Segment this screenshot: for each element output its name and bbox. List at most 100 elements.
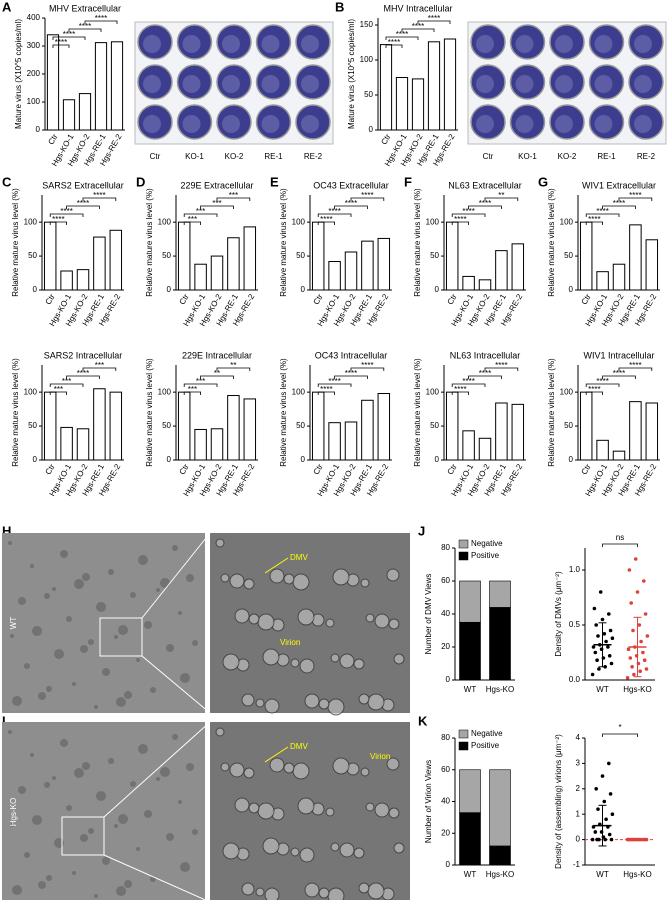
significance-bracket (602, 543, 638, 547)
plate-well-texture (261, 35, 280, 53)
y-axis-label: Relative mature virus level (%) (279, 358, 288, 467)
chart-title: WIV1 Extracellular (582, 180, 656, 190)
em-vesicle (234, 797, 250, 813)
em-texture (8, 541, 12, 545)
plate-well-texture (182, 35, 201, 53)
bar (328, 422, 341, 461)
stacked-bar-segment (459, 621, 481, 681)
em-vesicle (330, 842, 340, 852)
significance-label: **** (462, 207, 474, 216)
em-vesicle (360, 578, 370, 588)
em-texture (156, 777, 160, 781)
significance-bracket (334, 375, 368, 379)
significance-bracket (82, 367, 117, 371)
bar (379, 44, 393, 131)
bar (311, 391, 325, 461)
bar (311, 221, 325, 291)
plate-well-texture (261, 75, 280, 93)
em-vesicle (248, 802, 260, 814)
x-tick-label: Hgs-KO (623, 870, 651, 879)
em-texture (108, 569, 114, 575)
bar (227, 237, 240, 291)
significance-label: ** (230, 361, 236, 370)
y-tick-label: 0 (435, 285, 440, 294)
data-point (606, 645, 610, 649)
significance-label: **** (388, 38, 400, 47)
data-point (600, 774, 605, 778)
data-point (638, 669, 642, 673)
x-tick-label: WT (596, 870, 609, 879)
y-axis-label: Relative mature virus level (%) (11, 188, 20, 297)
panel-label: B (335, 0, 344, 14)
em-vesicle (353, 658, 365, 670)
significance-bracket (451, 391, 469, 395)
plate-well-texture (515, 115, 534, 133)
em-vesicle (257, 802, 275, 820)
panel-label: H (2, 523, 11, 538)
em-texture (178, 611, 182, 615)
plate-well-texture (634, 35, 652, 53)
data-point (639, 639, 643, 644)
plate-well-texture (222, 115, 240, 133)
bar (76, 428, 90, 461)
em-texture (118, 814, 128, 824)
y-tick-label: 2 (576, 784, 581, 793)
em-vesicle (367, 693, 385, 711)
bar (395, 77, 409, 131)
em-vesicle (360, 767, 370, 777)
em-sample-label: Hgs-KO (9, 798, 18, 826)
y-tick-label: 100 (24, 387, 38, 396)
em-texture (80, 645, 88, 653)
em-vesicle (393, 842, 405, 854)
bar (243, 226, 257, 291)
plate-well-texture (476, 115, 494, 133)
bar (344, 421, 358, 461)
em-vesicle (304, 693, 320, 709)
panel-label: C (2, 174, 12, 189)
em-texture (82, 762, 90, 770)
y-tick-label: 50 (430, 251, 439, 260)
plate-label: KO-1 (518, 152, 537, 161)
y-tick-label: 60 (441, 765, 450, 774)
y-tick-label: 0 (33, 455, 38, 464)
y-axis-label: Relative mature virus level (%) (11, 358, 20, 467)
significance-label: **** (328, 377, 340, 386)
em-pointer (264, 557, 289, 574)
y-axis-label: Relative mature virus level (%) (413, 188, 422, 297)
bar (243, 398, 257, 461)
chart-title: 229E Extracellular (180, 180, 253, 190)
data-point (625, 676, 630, 680)
em-texture (12, 696, 22, 706)
significance-bracket (52, 44, 70, 48)
em-texture (124, 880, 132, 888)
significance-bracket (401, 28, 435, 32)
em-texture (38, 692, 46, 700)
significance-label: *** (229, 191, 238, 200)
zoom-line (141, 655, 211, 714)
em-virion-label: Virion (280, 638, 300, 647)
significance-bracket (602, 733, 638, 737)
y-tick-label: 150 (360, 20, 374, 29)
em-vesicle (325, 807, 335, 817)
em-vesicle (222, 653, 240, 671)
y-tick-label: 50 (430, 421, 439, 430)
em-texture (10, 634, 14, 638)
y-tick-label: 1.0 (569, 565, 581, 574)
em-vesicle (304, 882, 320, 898)
data-point (641, 650, 645, 655)
significance-bracket (602, 375, 636, 379)
panel-label: G (538, 174, 548, 189)
y-tick-label: 0 (446, 860, 451, 869)
y-tick-label: 100 (426, 217, 440, 226)
bar (645, 239, 659, 291)
em-texture (136, 847, 140, 851)
em-vesicle (215, 727, 225, 737)
y-axis-label: Relative mature virus level (%) (547, 358, 556, 467)
y-tick-label: 0 (569, 285, 574, 294)
em-vesicle (292, 762, 310, 780)
em-vesicle (365, 802, 375, 812)
bar (328, 261, 341, 291)
plate-label: RE-1 (597, 152, 616, 161)
significance-bracket (82, 197, 117, 201)
